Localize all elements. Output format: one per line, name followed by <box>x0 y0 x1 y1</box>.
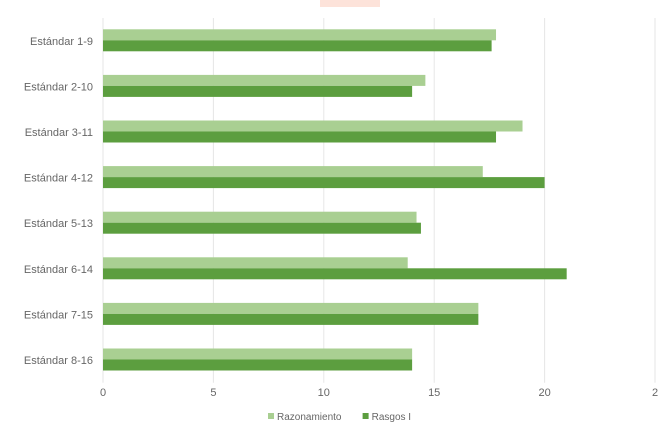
decorative-smudge <box>320 0 380 7</box>
x-tick-label: 20 <box>538 387 550 399</box>
category-label: Estándar 1-9 <box>30 36 93 48</box>
bar-razonamiento <box>103 74 426 86</box>
bar-rasgos-i <box>103 85 413 97</box>
x-tick-label: 10 <box>318 387 330 399</box>
legend-label: Razonamiento <box>277 412 342 423</box>
category-label: Estándar 7-15 <box>24 309 93 321</box>
bar-rasgos-i <box>103 131 497 143</box>
bar-razonamiento <box>103 166 483 178</box>
category-label: Estándar 6-14 <box>24 264 93 276</box>
value-axis: 0 5 10 15 20 2 <box>100 387 658 399</box>
bar-rasgos-i <box>103 359 413 371</box>
bar-razonamiento <box>103 348 413 360</box>
x-tick-label: 2 <box>652 387 658 399</box>
bars <box>103 29 567 371</box>
x-tick-label: 15 <box>428 387 440 399</box>
bar-rasgos-i <box>103 313 479 325</box>
bar-razonamiento <box>103 302 479 314</box>
legend-swatch <box>362 413 369 419</box>
gridlines <box>102 18 656 383</box>
bar-razonamiento <box>103 29 497 41</box>
bar-rasgos-i <box>103 268 567 280</box>
legend-label: Rasgos I <box>372 412 411 423</box>
bar-rasgos-i <box>103 177 545 189</box>
bar-razonamiento <box>103 211 417 223</box>
bar-razonamiento <box>103 257 408 269</box>
category-label: Estándar 5-13 <box>24 218 93 230</box>
category-label: Estándar 4-12 <box>24 173 93 185</box>
x-tick-label: 0 <box>100 387 106 399</box>
legend-swatch <box>268 413 274 419</box>
category-label: Estándar 2-10 <box>24 81 93 93</box>
x-tick-label: 5 <box>210 387 216 399</box>
category-label: Estándar 8-16 <box>24 355 93 367</box>
category-axis: Estándar 1-9 Estándar 2-10 Estándar 3-11 Es… <box>24 36 93 367</box>
category-label: Estándar 3-11 <box>25 127 93 139</box>
bar-razonamiento <box>103 120 523 132</box>
bar-rasgos-i <box>103 222 421 234</box>
bar-rasgos-i <box>103 40 492 52</box>
legend: Razonamiento Rasgos I <box>268 412 411 423</box>
